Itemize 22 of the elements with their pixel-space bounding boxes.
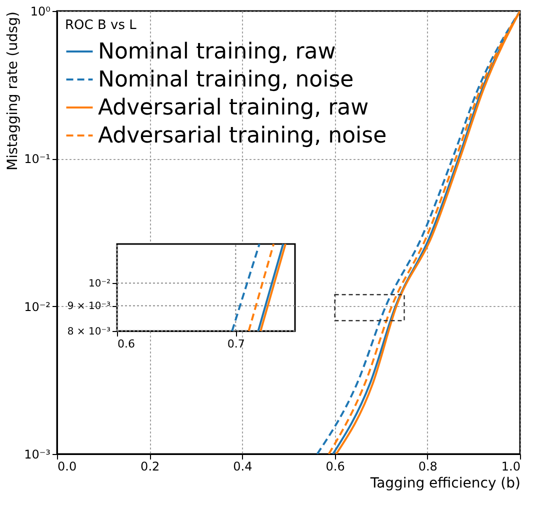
x-tick-label: 0.0 (58, 460, 77, 474)
y-tick-label: 10⁻¹ (24, 152, 51, 166)
x-tick-label: 0.6 (326, 460, 345, 474)
y-axis-title: Mistagging rate (udsg) (5, 12, 22, 170)
x-tick-label: 0.8 (418, 460, 438, 474)
legend-title: ROC B vs L (65, 18, 138, 33)
y-tick-label: 10⁻² (24, 300, 51, 314)
y-tick-label: 9 × 10⁻³ (67, 301, 110, 312)
legend-label: Nominal training, raw (98, 40, 336, 64)
y-tick-label: 10⁰ (30, 4, 51, 18)
y-tick-label: 10⁻² (88, 278, 110, 290)
x-tick-label: 0.4 (233, 460, 252, 474)
legend-label: Adversarial training, raw (98, 96, 369, 120)
x-tick-label: 0.6 (118, 338, 135, 350)
x-axis-title: Tagging efficiency (b) (369, 476, 520, 492)
y-tick-label: 8 × 10⁻³ (67, 326, 110, 338)
y-tick-label: 10⁻³ (24, 448, 51, 462)
x-tick-label: 0.2 (140, 460, 160, 474)
x-tick-label: 1.0 (501, 460, 520, 474)
x-tick-label: 0.7 (227, 338, 245, 350)
legend-label: Nominal training, noise (98, 68, 354, 92)
legend-label: Adversarial training, noise (98, 124, 387, 148)
